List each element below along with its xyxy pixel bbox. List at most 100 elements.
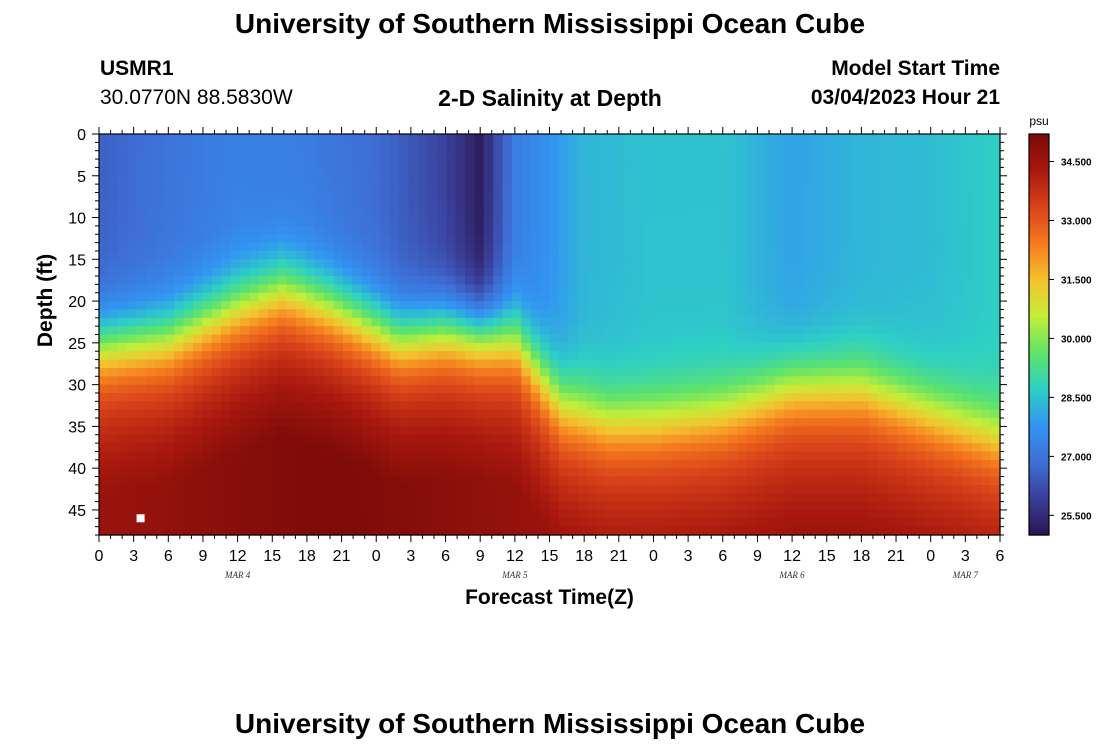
heatmap-cell [568,334,579,344]
heatmap-cell [99,342,109,352]
heatmap-cell [727,184,738,194]
heatmap-cell [267,242,278,252]
heatmap-cell [821,468,832,478]
heatmap-cell [587,526,598,536]
heatmap-cell [549,217,560,227]
heatmap-cell [155,359,166,369]
heatmap-cell [765,518,776,528]
heatmap-cell [258,468,269,478]
heatmap-cell [549,359,560,369]
heatmap-cell [511,526,522,536]
heatmap-cell [821,167,832,177]
heatmap-cell [455,426,466,436]
heatmap-cell [746,184,757,194]
heatmap-cell [99,276,109,285]
heatmap-cell [343,167,354,177]
heatmap-cell [746,175,757,185]
heatmap-cell [399,401,410,411]
heatmap-cell [587,317,598,327]
heatmap-cell [164,150,175,160]
heatmap-cell [502,443,513,453]
heatmap-cell [699,401,710,411]
heatmap-cell [117,384,128,394]
heatmap-cell [859,526,870,536]
heatmap-cell [127,134,138,143]
heatmap-cell [418,518,429,528]
heatmap-cell [418,476,429,486]
heatmap-cell [943,476,954,486]
heatmap-cell [643,476,654,486]
heatmap-cell [981,175,992,185]
heatmap-cell [802,150,813,160]
x-tick-label: 21 [333,548,351,565]
heatmap-cell [877,301,888,311]
heatmap-cell [249,351,260,361]
heatmap-cell [361,209,372,219]
heatmap-cell [953,351,964,361]
heatmap-cell [155,451,166,461]
heatmap-cell [183,234,194,244]
heatmap-cell [680,309,691,319]
heatmap-cell [258,142,269,152]
heatmap-cell [671,259,682,269]
heatmap-cell [605,326,616,336]
heatmap-cell [877,459,888,469]
heatmap-cell [793,134,804,143]
heatmap-cell [868,167,879,177]
heatmap-cell [718,376,729,386]
heatmap-cell [840,426,851,436]
heatmap-cell [812,334,823,344]
heatmap-cell [174,309,185,319]
heatmap-cell [530,292,541,302]
heatmap-cell [174,493,185,503]
heatmap-cell [155,200,166,210]
heatmap-cell [934,459,945,469]
heatmap-cell [239,250,250,260]
heatmap-cell [774,384,785,394]
heatmap-cell [314,309,325,319]
heatmap-cell [784,309,795,319]
heatmap-cell [286,175,297,185]
heatmap-cell [699,184,710,194]
heatmap-cell [699,459,710,469]
heatmap-cell [183,326,194,336]
heatmap-cell [709,250,720,260]
heatmap-cell [699,501,710,511]
x-tick-label: 3 [961,548,970,565]
x-tick-label: 9 [199,548,208,565]
heatmap-cell [887,292,898,302]
heatmap-cell [343,326,354,336]
heatmap-cell [577,451,588,461]
heatmap-cell [333,426,344,436]
heatmap-cell [605,134,616,143]
heatmap-cell [915,200,926,210]
heatmap-cell [145,234,156,244]
heatmap-cell [549,501,560,511]
heatmap-cell [887,317,898,327]
heatmap-cell [343,276,354,285]
heatmap-cell [934,184,945,194]
heatmap-cell [549,150,560,160]
heatmap-cell [802,326,813,336]
heatmap-cell [333,509,344,519]
heatmap-cell [924,459,935,469]
heatmap-cell [662,493,673,503]
heatmap-cell [418,284,429,294]
heatmap-cell [718,451,729,461]
heatmap-cell [192,334,203,344]
heatmap-cell [361,392,372,402]
heatmap-cell [343,459,354,469]
heatmap-cell [249,259,260,269]
heatmap-cell [774,392,785,402]
heatmap-cell [690,484,701,494]
heatmap-cell [361,359,372,369]
heatmap-cell [183,367,194,377]
heatmap-cell [239,493,250,503]
heatmap-cell [418,351,429,361]
heatmap-cell [389,434,400,444]
heatmap-cell [549,443,560,453]
heatmap-cell [249,526,260,536]
heatmap-cell [943,225,954,235]
heatmap-cell [493,326,504,336]
heatmap-cell [389,418,400,427]
